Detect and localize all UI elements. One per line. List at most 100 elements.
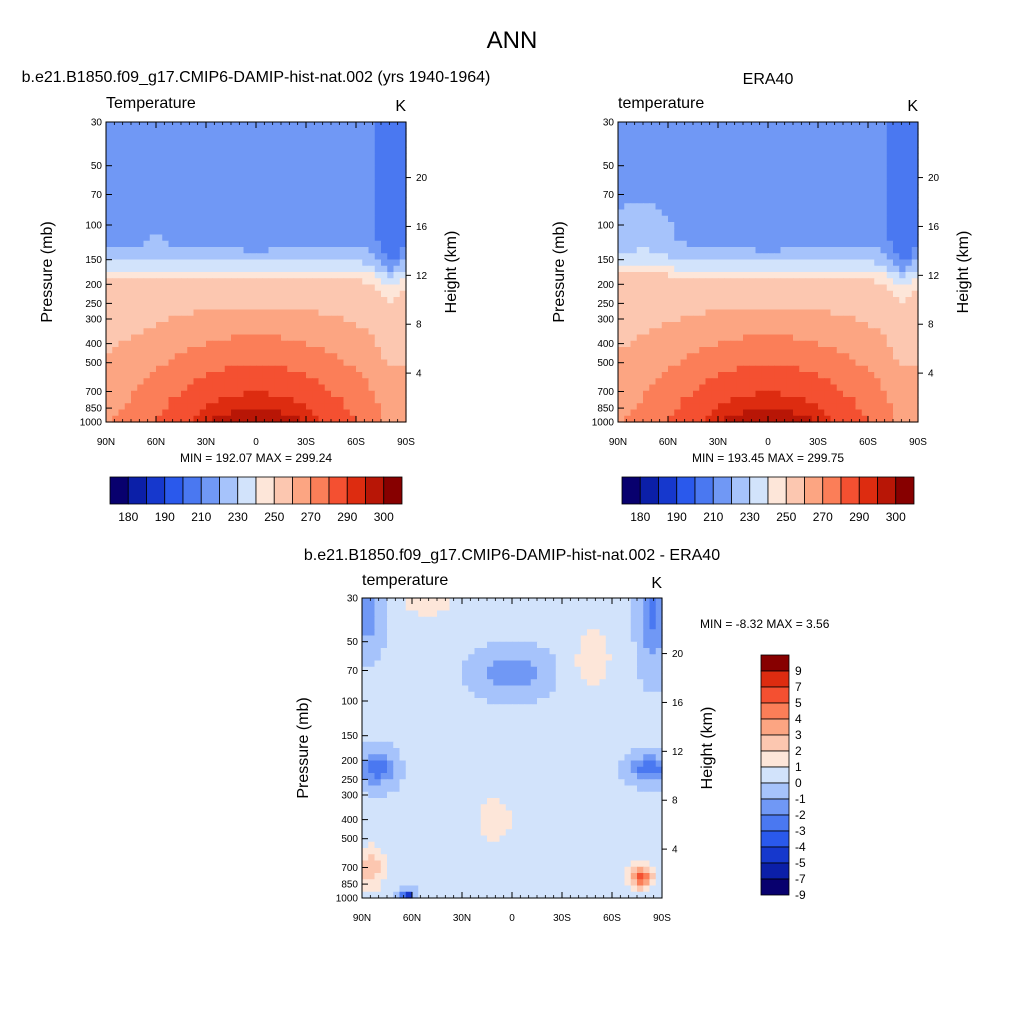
contour-cell bbox=[268, 159, 276, 167]
contour-cell bbox=[830, 215, 838, 223]
contour-cell bbox=[905, 409, 913, 417]
contour-cell bbox=[749, 365, 757, 373]
contour-cell bbox=[905, 365, 913, 373]
colorbar-swatch bbox=[895, 476, 915, 505]
contour-cell bbox=[855, 359, 863, 367]
contour-cell bbox=[343, 309, 351, 317]
contour-cell bbox=[118, 303, 126, 311]
contour-cell bbox=[174, 365, 182, 373]
contour-cell bbox=[124, 378, 132, 386]
contour-cell bbox=[274, 334, 282, 342]
contour-cell bbox=[861, 265, 869, 273]
contour-cell bbox=[818, 365, 825, 373]
contour-cell bbox=[886, 178, 894, 186]
contour-cell bbox=[836, 190, 844, 198]
contour-cell bbox=[362, 290, 370, 298]
contour-cell bbox=[893, 322, 900, 329]
contour-cell bbox=[661, 278, 669, 286]
contour-cell bbox=[287, 215, 295, 223]
contour-cell bbox=[643, 359, 650, 367]
contour-cell bbox=[680, 359, 688, 367]
contour-cell bbox=[262, 272, 270, 279]
contour-cell bbox=[661, 378, 669, 386]
contour-cell bbox=[836, 384, 844, 392]
contour-cell bbox=[274, 190, 282, 198]
contour-cell bbox=[624, 409, 632, 417]
contour-cell bbox=[699, 334, 707, 342]
contour-cell bbox=[836, 397, 844, 404]
contour-cell bbox=[755, 203, 763, 211]
contour-cell bbox=[630, 253, 638, 261]
contour-cell bbox=[636, 253, 644, 261]
contour-cell bbox=[849, 378, 857, 386]
contour-cell bbox=[836, 159, 844, 167]
contour-cell bbox=[137, 315, 145, 323]
contour-cell bbox=[362, 197, 370, 204]
contour-cell bbox=[193, 328, 201, 336]
contour-cell bbox=[874, 153, 882, 161]
contour-cell bbox=[861, 353, 869, 361]
contour-cell bbox=[655, 240, 663, 248]
contour-cell bbox=[156, 153, 163, 161]
contour-cell bbox=[324, 259, 332, 267]
contour-cell bbox=[893, 215, 900, 223]
contour-cell bbox=[306, 278, 313, 286]
contour-cell bbox=[868, 184, 875, 192]
contour-cell bbox=[768, 222, 775, 229]
contour-cell bbox=[243, 265, 251, 273]
contour-cell bbox=[874, 322, 882, 329]
contour-cell bbox=[112, 165, 120, 173]
contour-cell bbox=[899, 203, 907, 211]
contour-cell bbox=[299, 122, 307, 129]
contour-cell bbox=[805, 259, 813, 267]
contour-cell bbox=[805, 240, 813, 248]
contour-cell bbox=[256, 140, 263, 148]
contour-cell bbox=[818, 159, 825, 167]
contour-cell bbox=[755, 390, 763, 398]
contour-cell bbox=[705, 347, 713, 354]
contour-cell bbox=[212, 259, 220, 267]
contour-cell bbox=[705, 315, 713, 323]
contour-cell bbox=[206, 409, 213, 417]
contour-cell bbox=[630, 140, 638, 148]
contour-cell bbox=[768, 409, 775, 417]
contour-cell bbox=[237, 284, 245, 292]
colorbar-swatch bbox=[694, 476, 714, 505]
contour-cell bbox=[630, 222, 638, 229]
y-tick-label: 850 bbox=[597, 404, 614, 415]
contour-cell bbox=[711, 159, 719, 167]
contour-cell bbox=[811, 403, 819, 411]
contour-cell bbox=[243, 397, 251, 404]
contour-cell bbox=[168, 209, 176, 217]
contour-cell bbox=[699, 315, 707, 323]
contour-cell bbox=[362, 247, 370, 254]
contour-cell bbox=[899, 372, 907, 379]
contour-cell bbox=[324, 128, 332, 136]
contour-cell bbox=[774, 290, 782, 298]
contour-cell bbox=[362, 315, 370, 323]
contour-cell bbox=[374, 140, 382, 148]
contour-cell bbox=[143, 228, 151, 236]
contour-cell bbox=[724, 247, 732, 254]
contour-cell bbox=[786, 153, 794, 161]
contour-cell bbox=[849, 353, 857, 361]
contour-cell bbox=[730, 184, 738, 192]
contour-cell bbox=[112, 197, 120, 204]
contour-cell bbox=[287, 347, 295, 354]
contour-cell bbox=[168, 309, 176, 317]
contour-cell bbox=[381, 297, 388, 304]
contour-cell bbox=[343, 272, 351, 279]
contour-cell bbox=[306, 259, 313, 267]
contour-cell bbox=[349, 197, 357, 204]
contour-cell bbox=[318, 328, 326, 336]
contour-cell bbox=[574, 598, 582, 605]
contour-cell bbox=[206, 309, 213, 317]
contour-cell bbox=[543, 598, 551, 605]
contour-cell bbox=[736, 303, 744, 311]
contour-cell bbox=[818, 203, 825, 211]
contour-cell bbox=[324, 222, 332, 229]
contour-cell bbox=[312, 340, 320, 348]
contour-cell bbox=[905, 153, 913, 161]
contour-cell bbox=[131, 228, 138, 236]
contour-cell bbox=[256, 409, 263, 417]
